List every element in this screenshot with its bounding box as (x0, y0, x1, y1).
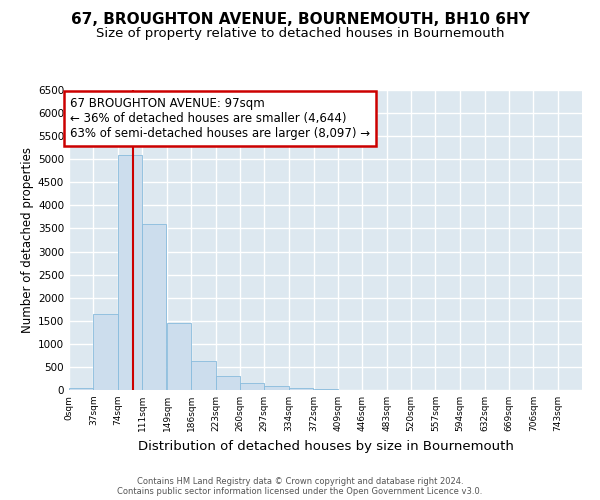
Bar (142, 224, 166, 390)
X-axis label: Distribution of detached houses by size in Bournemouth: Distribution of detached houses by size … (137, 440, 514, 452)
Bar (118, 154, 142, 390)
Y-axis label: Number of detached properties: Number of detached properties (21, 147, 34, 333)
Text: Size of property relative to detached houses in Bournemouth: Size of property relative to detached ho… (96, 28, 504, 40)
Bar (191, 362, 215, 390)
Bar (94, 314, 118, 390)
Bar (167, 323, 191, 390)
Text: 67, BROUGHTON AVENUE, BOURNEMOUTH, BH10 6HY: 67, BROUGHTON AVENUE, BOURNEMOUTH, BH10 … (71, 12, 529, 28)
Bar (265, 386, 289, 390)
Bar (215, 376, 240, 390)
Bar (69, 388, 94, 390)
Text: 67 BROUGHTON AVENUE: 97sqm
← 36% of detached houses are smaller (4,644)
63% of s: 67 BROUGHTON AVENUE: 97sqm ← 36% of deta… (70, 97, 370, 140)
Bar (240, 383, 265, 390)
Text: Contains HM Land Registry data © Crown copyright and database right 2024.: Contains HM Land Registry data © Crown c… (137, 477, 463, 486)
Bar (289, 388, 313, 390)
Text: Contains public sector information licensed under the Open Government Licence v3: Contains public sector information licen… (118, 487, 482, 496)
